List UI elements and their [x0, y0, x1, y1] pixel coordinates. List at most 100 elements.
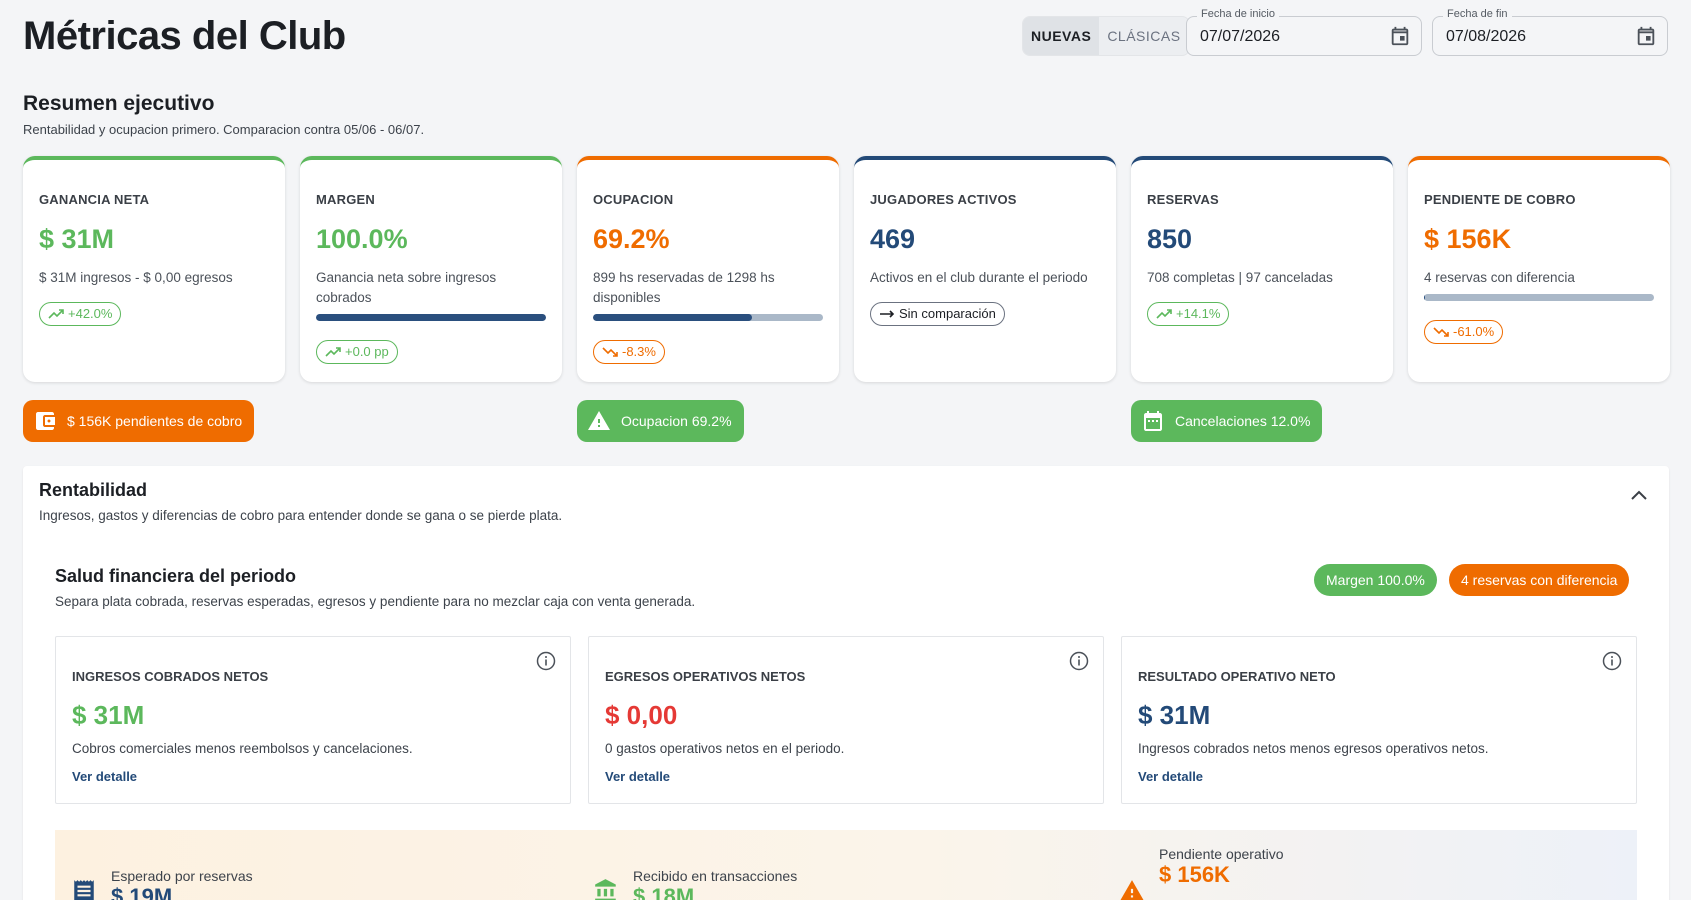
trend-chip: +0.0 pp	[316, 340, 398, 364]
receipt-icon	[74, 880, 94, 900]
info-icon[interactable]	[536, 651, 556, 671]
calendar-icon[interactable]	[1635, 25, 1657, 47]
metric-label: RESULTADO OPERATIVO NETO	[1138, 669, 1336, 684]
kpi-card-occupancy: OCUPACION 69.2% 899 hs reservadas de 129…	[577, 156, 839, 382]
calendar-icon	[1144, 411, 1162, 431]
metric-card-net-expenses: EGRESOS OPERATIVOS NETOS $ 0,00 0 gastos…	[588, 636, 1104, 804]
alert-occupancy[interactable]: Ocupacion 69.2%	[577, 400, 744, 442]
trend-chip-label: Sin comparación	[899, 306, 996, 321]
chevron-up-icon[interactable]	[1629, 488, 1649, 502]
profitability-panel: Rentabilidad Ingresos, gastos y diferenc…	[23, 466, 1669, 900]
alert-text: Cancelaciones 12.0%	[1175, 413, 1311, 429]
trend-up-icon	[1156, 309, 1172, 319]
metric-label: INGRESOS COBRADOS NETOS	[72, 669, 269, 684]
metric-card-operating-result: RESULTADO OPERATIVO NETO $ 31M Ingresos …	[1121, 636, 1637, 804]
strip-label: Pendiente operativo	[1159, 846, 1284, 862]
financial-health-subtitle: Separa plata cobrada, reservas esperadas…	[55, 594, 696, 609]
kpi-value: $ 31M	[39, 224, 115, 254]
start-date-field[interactable]: Fecha de inicio 07/07/2026	[1186, 8, 1422, 56]
received-in-transactions: Recibido en transacciones $ 18M	[633, 868, 797, 900]
operational-pending: Pendiente operativo $ 156K	[1159, 846, 1284, 888]
summary-subtitle: Rentabilidad y ocupacion primero. Compar…	[23, 122, 425, 137]
trend-chip: +42.0%	[39, 302, 122, 326]
wallet-icon	[36, 412, 55, 430]
kpi-card-net-profit: GANANCIA NETA $ 31M $ 31M ingresos - $ 0…	[23, 156, 285, 382]
metric-value: $ 31M	[1138, 700, 1211, 730]
strip-label: Recibido en transacciones	[633, 868, 798, 884]
kpi-description: Ganancia neta sobre ingresos cobrados	[316, 270, 497, 305]
kpi-description: $ 31M ingresos - $ 0,00 egresos	[39, 270, 233, 285]
trend-chip-label: -61.0%	[1453, 324, 1495, 339]
kpi-description: 899 hs reservadas de 1298 hs disponibles	[593, 270, 775, 305]
warning-icon	[1120, 880, 1144, 900]
kpi-label: OCUPACION	[593, 192, 674, 207]
start-date-value[interactable]: 07/07/2026	[1200, 28, 1281, 45]
metric-description: Ingresos cobrados netos menos egresos op…	[1138, 741, 1489, 756]
trend-chip: -61.0%	[1424, 320, 1504, 344]
profitability-title: Rentabilidad	[39, 480, 148, 500]
strip-value: $ 156K	[1159, 862, 1230, 887]
strip-value: $ 19M	[111, 884, 173, 900]
kpi-description: 708 completas | 97 canceladas	[1147, 270, 1333, 285]
pending-progress-bar	[1424, 294, 1654, 301]
info-icon[interactable]	[1602, 651, 1622, 671]
trend-chip-label: +14.1%	[1176, 306, 1221, 321]
financial-health-title: Salud financiera del periodo	[55, 566, 297, 586]
metric-description: Cobros comerciales menos reembolsos y ca…	[72, 741, 413, 756]
metric-label: EGRESOS OPERATIVOS NETOS	[605, 669, 806, 684]
alert-pending-payment[interactable]: $ 156K pendientes de cobro	[23, 400, 255, 442]
arrow-right-icon	[880, 310, 895, 318]
trend-chip-label: +0.0 pp	[345, 344, 389, 359]
start-date-label: Fecha de inicio	[1197, 8, 1279, 20]
kpi-card-active-players: JUGADORES ACTIVOS 469 Activos en el club…	[854, 156, 1116, 382]
metric-description: 0 gastos operativos netos en el periodo.	[605, 741, 845, 756]
kpi-value: 469	[870, 224, 916, 254]
kpi-value: 100.0%	[316, 224, 408, 254]
kpi-value: $ 156K	[1424, 224, 1512, 254]
info-icon[interactable]	[1069, 651, 1089, 671]
kpi-description: Activos en el club durante el periodo	[870, 270, 1088, 285]
trend-up-icon	[325, 347, 341, 357]
trend-up-icon	[48, 309, 64, 319]
kpi-value: 850	[1147, 224, 1193, 254]
calendar-icon[interactable]	[1389, 25, 1411, 47]
trend-chip: +14.1%	[1147, 302, 1230, 326]
page-title: Métricas del Club	[23, 14, 346, 58]
kpi-card-margin: MARGEN 100.0% Ganancia neta sobre ingres…	[300, 156, 562, 382]
margin-progress-bar	[316, 314, 546, 321]
metric-value: $ 0,00	[605, 700, 678, 730]
view-detail-link[interactable]: Ver detalle	[605, 769, 671, 784]
trend-chip-label: -8.3%	[622, 344, 656, 359]
kpi-label: RESERVAS	[1147, 192, 1219, 207]
profitability-subtitle: Ingresos, gastos y diferencias de cobro …	[39, 508, 563, 523]
metrics-version-toggle[interactable]: NUEVAS CLÁSICAS	[1022, 16, 1190, 56]
alert-cancellations[interactable]: Cancelaciones 12.0%	[1131, 400, 1323, 442]
kpi-card-pending-payment: PENDIENTE DE COBRO $ 156K 4 reservas con…	[1408, 156, 1670, 382]
end-date-label: Fecha de fin	[1443, 8, 1512, 20]
kpi-value: 69.2%	[593, 224, 670, 254]
kpi-card-reservations: RESERVAS 850 708 completas | 97 cancelad…	[1131, 156, 1393, 382]
warning-icon	[588, 411, 610, 430]
toggle-new[interactable]: NUEVAS	[1023, 17, 1100, 55]
expected-by-reservations: Esperado por reservas $ 19M	[111, 868, 253, 900]
trend-chip: Sin comparación	[870, 302, 1005, 326]
metric-card-net-income: INGRESOS COBRADOS NETOS $ 31M Cobros com…	[55, 636, 571, 804]
kpi-label: JUGADORES ACTIVOS	[870, 192, 1017, 207]
alert-text: Ocupacion 69.2%	[621, 413, 732, 429]
metric-value: $ 31M	[72, 700, 145, 730]
view-detail-link[interactable]: Ver detalle	[72, 769, 138, 784]
trend-chip: -8.3%	[593, 340, 665, 364]
alert-text: $ 156K pendientes de cobro	[67, 413, 243, 429]
kpi-label: GANANCIA NETA	[39, 192, 150, 207]
bank-icon	[595, 879, 616, 900]
strip-label: Esperado por reservas	[111, 868, 253, 884]
kpi-label: PENDIENTE DE COBRO	[1424, 192, 1576, 207]
end-date-field[interactable]: Fecha de fin 07/08/2026	[1432, 8, 1668, 56]
end-date-value[interactable]: 07/08/2026	[1446, 28, 1527, 45]
trend-chip-label: +42.0%	[68, 306, 113, 321]
toggle-classic[interactable]: CLÁSICAS	[1107, 28, 1181, 44]
trend-down-icon	[1433, 327, 1449, 337]
margin-badge: Margen 100.0%	[1314, 564, 1437, 596]
kpi-label: MARGEN	[316, 192, 375, 207]
view-detail-link[interactable]: Ver detalle	[1138, 769, 1204, 784]
